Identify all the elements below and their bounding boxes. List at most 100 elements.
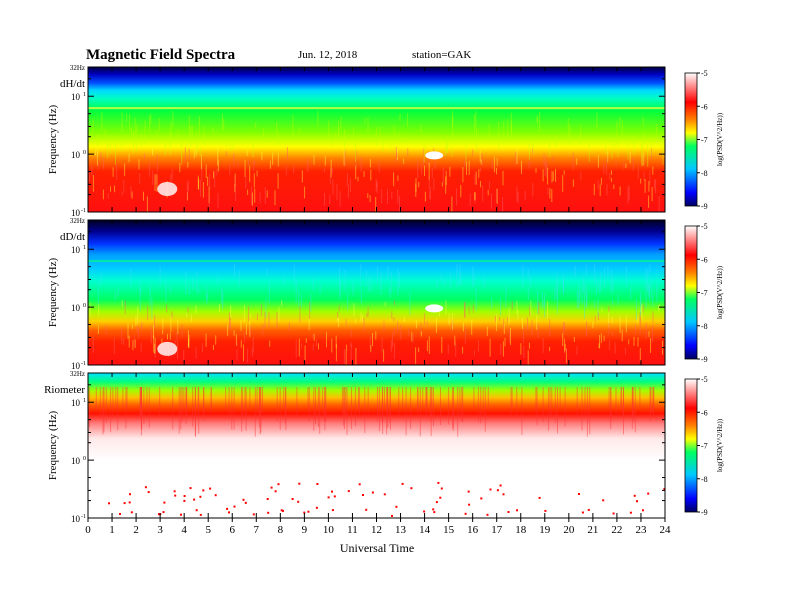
texture-streak <box>387 387 389 428</box>
xtick-label: 4 <box>181 524 187 536</box>
xtick-label: 9 <box>302 524 308 536</box>
texture-streak <box>383 349 385 362</box>
texture-streak <box>588 143 590 162</box>
texture-streak <box>507 119 509 140</box>
texture-dot <box>544 509 547 512</box>
texture-streak <box>228 387 230 419</box>
texture-streak <box>364 387 366 433</box>
texture-streak <box>654 179 656 190</box>
texture-streak <box>159 266 161 287</box>
texture-streak <box>198 116 200 139</box>
texture-streak <box>500 297 502 316</box>
texture-streak <box>233 387 235 430</box>
texture-streak <box>364 117 366 124</box>
texture-streak <box>639 311 641 325</box>
texture-streak <box>115 141 116 165</box>
texture-streak <box>596 278 598 295</box>
texture-streak <box>496 167 497 175</box>
texture-streak <box>131 127 132 138</box>
texture-dot <box>129 493 131 496</box>
texture-streak <box>581 287 583 305</box>
texture-streak <box>264 311 266 328</box>
texture-streak <box>167 333 168 340</box>
texture-streak <box>318 343 319 350</box>
texture-streak <box>134 339 136 349</box>
texture-streak <box>337 312 339 318</box>
texture-streak <box>181 387 183 423</box>
y-axis-label: Frequency (Hz) <box>47 411 59 481</box>
texture-streak <box>259 387 261 435</box>
texture-streak <box>611 316 613 324</box>
texture-streak <box>250 325 252 335</box>
texture-streak <box>197 387 199 411</box>
texture-streak <box>278 306 280 322</box>
xtick-label: 15 <box>443 524 455 536</box>
texture-dot <box>267 511 270 514</box>
texture-streak <box>542 169 544 182</box>
texture-streak <box>445 176 447 194</box>
texture-streak <box>260 304 262 316</box>
texture-streak <box>481 153 483 166</box>
texture-streak <box>625 266 627 287</box>
texture-streak <box>102 387 104 435</box>
texture-streak <box>207 176 209 186</box>
texture-streak <box>569 124 571 146</box>
texture-streak <box>336 184 338 201</box>
texture-streak <box>331 338 333 353</box>
texture-streak <box>238 270 240 287</box>
texture-streak <box>389 140 391 153</box>
texture-streak <box>360 312 362 322</box>
texture-dot <box>173 490 176 493</box>
texture-streak <box>319 387 321 434</box>
texture-streak <box>236 341 238 347</box>
texture-streak <box>479 167 481 172</box>
texture-streak <box>107 193 109 199</box>
texture-streak <box>644 179 646 193</box>
texture-streak <box>641 139 643 153</box>
texture-streak <box>153 325 154 339</box>
texture-streak <box>258 387 260 417</box>
texture-streak <box>346 172 348 186</box>
texture-streak <box>100 152 102 160</box>
xtick-label: 18 <box>515 524 527 536</box>
texture-streak <box>148 387 150 428</box>
texture-dot <box>183 499 186 502</box>
texture-streak <box>620 387 622 414</box>
texture-streak <box>472 266 474 288</box>
texture-streak <box>515 151 517 165</box>
ytick-label: 10 <box>71 361 81 371</box>
texture-streak <box>110 186 111 192</box>
texture-streak <box>440 387 441 426</box>
texture-streak <box>608 305 610 313</box>
texture-streak <box>195 305 197 314</box>
texture-streak <box>169 131 171 156</box>
texture-streak <box>117 287 119 297</box>
texture-streak <box>623 387 624 435</box>
texture-streak <box>435 317 437 334</box>
texture-streak <box>495 314 497 332</box>
texture-streak <box>199 146 201 156</box>
texture-streak <box>428 175 430 189</box>
texture-streak <box>135 130 137 152</box>
texture-dot <box>347 490 350 493</box>
colorbar-tick-label: -7 <box>701 289 708 298</box>
texture-streak <box>546 156 548 169</box>
texture-streak <box>202 182 204 198</box>
texture-dot <box>209 487 212 490</box>
colorbar-label: log(PSD(V^2/Hz)) <box>716 112 724 166</box>
texture-streak <box>98 304 100 316</box>
texture-streak <box>96 149 98 166</box>
texture-streak <box>243 344 244 362</box>
texture-streak <box>535 387 537 412</box>
texture-streak <box>249 320 251 337</box>
texture-streak <box>147 305 149 321</box>
texture-streak <box>296 387 298 419</box>
colorbar-tick-label: -9 <box>701 355 708 364</box>
texture-streak <box>121 191 123 196</box>
texture-streak <box>332 179 334 195</box>
texture-streak <box>536 315 538 331</box>
texture-streak <box>335 335 337 349</box>
texture-streak <box>127 323 129 339</box>
texture-streak <box>241 387 243 420</box>
